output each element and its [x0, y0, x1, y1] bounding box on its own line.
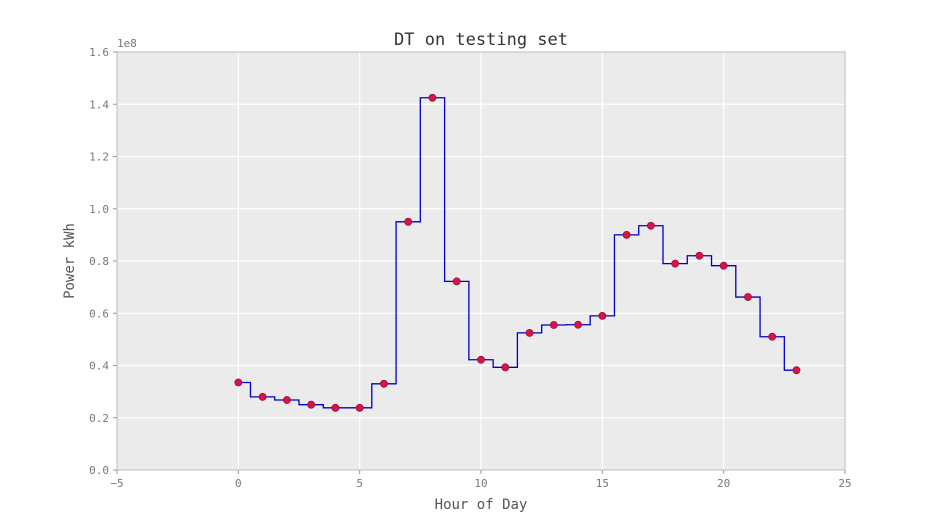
step-line-series [238, 97, 797, 409]
data-point [719, 261, 728, 270]
y-tick-label: 1.0 [89, 203, 109, 216]
data-point [646, 221, 655, 230]
y-tick-label: 0.4 [89, 360, 109, 373]
data-point [428, 93, 437, 102]
data-point [355, 403, 364, 412]
y-tick-label: 0.0 [89, 464, 109, 477]
grid [117, 52, 845, 470]
y-tick-label: 0.8 [89, 255, 109, 268]
data-point [380, 379, 388, 388]
data-point [671, 259, 680, 268]
data-point [452, 277, 461, 286]
data-point [282, 396, 291, 404]
y-axis-label: Power kWh [62, 223, 78, 299]
x-tick-label: 15 [596, 477, 609, 490]
x-tick-label: 20 [717, 477, 730, 490]
data-point [307, 400, 316, 409]
data-point [234, 378, 243, 387]
y-tick-label: 1.2 [89, 151, 109, 164]
data-point [331, 403, 340, 412]
y-tick-label: 0.2 [89, 412, 109, 425]
x-tick-label: 5 [356, 477, 363, 490]
data-point [477, 355, 485, 364]
data-point [574, 320, 582, 329]
series-layer [234, 93, 801, 412]
x-axis-label: Hour of Day [435, 497, 528, 513]
y-tick-label: 1.6 [89, 46, 109, 59]
data-point [404, 217, 413, 226]
y-multiplier-label: 1e8 [117, 37, 137, 50]
data-point [501, 363, 510, 372]
data-point [598, 311, 607, 320]
data-point [258, 392, 267, 401]
y-axis: 0.0 0.2 0.4 0.6 0.8 1.0 1.2 1.4 1.6 [89, 46, 117, 477]
x-tick-label: 25 [838, 477, 851, 490]
data-point [622, 230, 631, 239]
x-tick-label: 10 [474, 477, 487, 490]
data-point [768, 332, 777, 341]
data-point [525, 328, 534, 337]
chart-title: DT on testing set [394, 30, 568, 50]
y-tick-label: 1.4 [89, 98, 109, 111]
data-point [695, 251, 704, 260]
y-tick-label: 0.6 [89, 307, 109, 320]
x-tick-label: −5 [110, 477, 123, 490]
data-point [744, 293, 752, 301]
x-tick-label: 0 [235, 477, 242, 490]
data-point [792, 366, 801, 375]
data-point [549, 321, 558, 329]
x-axis: −5 0 5 10 15 20 25 [110, 470, 852, 490]
